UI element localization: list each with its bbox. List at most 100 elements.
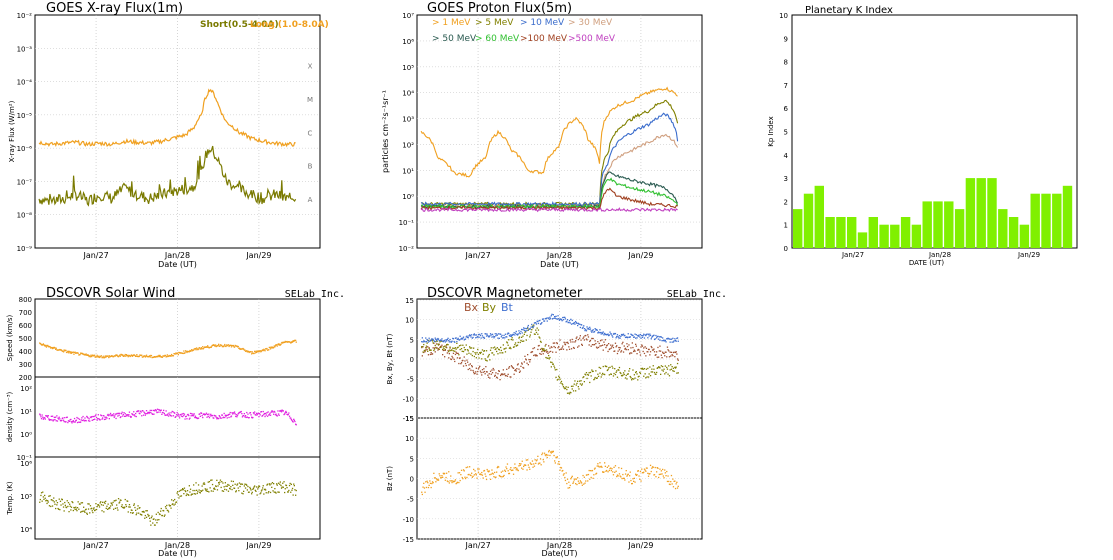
data-point-bx xyxy=(445,345,447,347)
data-point-bx xyxy=(575,340,577,342)
data-point-by xyxy=(585,374,587,376)
data-point-bx xyxy=(645,347,648,349)
data-point-bz xyxy=(543,461,545,463)
data-point-bx xyxy=(519,370,521,372)
data-point xyxy=(274,345,277,347)
data-point-by xyxy=(570,392,572,394)
data-point-bt xyxy=(577,324,579,327)
data-point-bx xyxy=(433,342,435,344)
data-point xyxy=(114,415,116,417)
data-point xyxy=(83,420,85,422)
data-point-by xyxy=(639,372,642,374)
data-point xyxy=(268,414,270,416)
data-point-bz xyxy=(647,472,649,474)
data-point xyxy=(141,354,143,356)
data-point-bz xyxy=(479,473,482,475)
data-point xyxy=(119,416,121,419)
kp-bar xyxy=(911,224,922,248)
data-point xyxy=(96,419,98,421)
data-point xyxy=(219,417,222,419)
data-point-bz xyxy=(573,479,575,481)
data-point-bt xyxy=(635,334,637,336)
data-point xyxy=(128,414,130,416)
y-tick-label: 0 xyxy=(410,356,414,364)
data-point-bt xyxy=(674,339,677,342)
data-point-bt xyxy=(448,339,450,342)
data-point xyxy=(87,503,89,505)
data-point-bt xyxy=(632,334,634,337)
data-point-bz xyxy=(472,475,474,477)
data-point xyxy=(230,344,232,346)
data-point-by xyxy=(440,346,442,348)
data-point xyxy=(90,416,92,419)
data-point-bx xyxy=(592,337,594,340)
data-point-bx xyxy=(628,344,630,346)
data-point-bx xyxy=(649,351,652,353)
x-axis-label: Date (UT) xyxy=(158,549,197,558)
data-point-by xyxy=(658,366,660,368)
data-point-bt xyxy=(532,326,534,328)
data-point xyxy=(48,418,50,420)
data-point xyxy=(148,514,150,517)
data-point-bt xyxy=(433,340,436,343)
data-point-by xyxy=(587,373,589,376)
data-point-bx xyxy=(462,359,464,362)
data-point-bx xyxy=(491,372,494,374)
data-point xyxy=(93,415,95,418)
data-point xyxy=(64,417,66,419)
data-point-bx xyxy=(558,349,561,351)
data-point-bz xyxy=(504,470,507,472)
data-point xyxy=(169,505,172,507)
data-point-bt xyxy=(552,314,554,316)
data-point-bx xyxy=(522,366,524,369)
data-point xyxy=(56,415,58,417)
data-point xyxy=(141,415,143,417)
data-point-by xyxy=(467,350,469,352)
data-point-bx xyxy=(599,345,601,347)
data-point-by xyxy=(553,365,555,367)
data-point-bx xyxy=(502,374,504,376)
kp-bar xyxy=(814,185,824,248)
data-point xyxy=(254,411,256,413)
data-point-by xyxy=(505,347,507,349)
data-point-by xyxy=(460,344,462,346)
data-point-by xyxy=(588,372,590,374)
data-point xyxy=(58,498,60,500)
data-point-bt xyxy=(500,333,502,335)
data-point xyxy=(183,487,186,489)
data-point-bt xyxy=(553,317,555,319)
data-point-bt xyxy=(592,329,594,331)
data-point-by xyxy=(592,370,594,372)
data-point-bx xyxy=(463,356,465,358)
data-point-bx xyxy=(610,344,612,346)
data-point-by xyxy=(531,329,533,331)
data-point xyxy=(39,414,41,416)
data-point xyxy=(268,491,270,493)
data-point-bt xyxy=(475,334,477,336)
data-point xyxy=(196,489,198,491)
data-point xyxy=(293,485,295,487)
data-point-bt xyxy=(657,335,659,337)
data-point-by xyxy=(502,344,504,346)
data-point-bz xyxy=(649,473,651,475)
data-point xyxy=(134,506,136,509)
data-point-bt xyxy=(669,341,671,343)
data-point-by xyxy=(473,355,475,358)
data-point-by xyxy=(455,348,457,350)
data-point-by xyxy=(645,377,647,379)
data-point xyxy=(294,489,296,491)
data-point xyxy=(103,355,105,357)
data-point-bt xyxy=(472,336,474,339)
data-point-bz xyxy=(562,469,564,472)
data-point xyxy=(178,490,181,492)
data-point-bx xyxy=(435,343,438,345)
data-point-by xyxy=(625,374,627,377)
data-point-bx xyxy=(441,344,443,346)
data-point xyxy=(214,415,216,417)
data-point xyxy=(215,344,217,346)
data-point-bt xyxy=(595,329,597,331)
data-point-bx xyxy=(601,339,603,341)
data-point xyxy=(189,412,192,415)
data-point-bx xyxy=(508,366,511,368)
data-point-by xyxy=(642,368,644,370)
